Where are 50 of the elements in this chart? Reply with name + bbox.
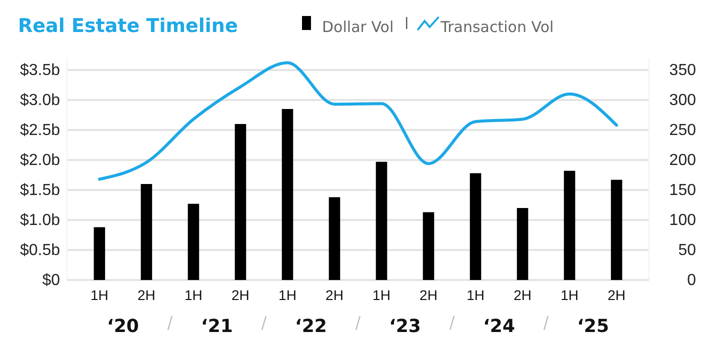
text: ‘23	[389, 316, 421, 337]
bar	[564, 170, 576, 280]
y-tick-label: $1.5b	[20, 182, 60, 200]
y2-tick-label: 300	[669, 92, 696, 110]
x-tick-label: 2H	[608, 286, 626, 303]
bar	[234, 124, 246, 280]
bar	[188, 204, 200, 280]
y2-tick-label: 350	[669, 62, 696, 80]
x-tick-label: 1H	[466, 286, 484, 303]
x-tick-label: 2H	[514, 286, 532, 303]
bar	[94, 227, 106, 280]
chart-title: Real Estate Timeline	[18, 15, 238, 37]
text: ‘20	[107, 316, 139, 337]
bar	[140, 184, 152, 280]
y-tick-label: $0.5b	[20, 242, 60, 260]
bar	[282, 109, 294, 280]
y2-tick-label: 250	[669, 122, 696, 140]
y2-tick-label: 0	[687, 272, 696, 290]
text: ‘21	[201, 316, 233, 337]
x-tick-label: 1H	[90, 286, 108, 303]
x-tick-label: 1H	[372, 286, 390, 303]
x-tick-label: 2H	[138, 286, 156, 303]
bar	[328, 197, 340, 280]
x-tick-label: 2H	[420, 286, 438, 303]
x-tick-label: 1H	[184, 286, 202, 303]
bar	[610, 180, 622, 280]
y-tick-label: $3.5b	[20, 62, 60, 80]
y2-tick-label: 150	[669, 182, 696, 200]
x-tick-label: 2H	[326, 286, 344, 303]
x-tick-label: 1H	[560, 286, 578, 303]
bar	[376, 162, 388, 280]
text: ‘24	[483, 316, 515, 337]
text: ‘22	[295, 316, 327, 337]
y-tick-label: $2.5b	[20, 122, 60, 140]
y2-tick-label: 100	[669, 212, 696, 230]
y-tick-label: $3.0b	[20, 92, 60, 110]
y-tick-label: $1.0b	[20, 212, 60, 230]
bar	[516, 208, 528, 280]
y2-tick-label: 200	[669, 152, 696, 170]
x-tick-label: 1H	[278, 286, 296, 303]
y-tick-label: $2.0b	[20, 152, 60, 170]
bar	[422, 212, 434, 280]
x-tick-label: 2H	[232, 286, 250, 303]
bar	[470, 173, 482, 280]
text: ‘25	[577, 316, 609, 337]
y2-tick-label: 50	[678, 242, 696, 260]
line-series	[98, 61, 618, 181]
y-tick-label: $0	[42, 272, 60, 290]
legend-label: Dollar Vol	[322, 18, 394, 36]
legend-label: Transaction Vol	[440, 18, 554, 36]
